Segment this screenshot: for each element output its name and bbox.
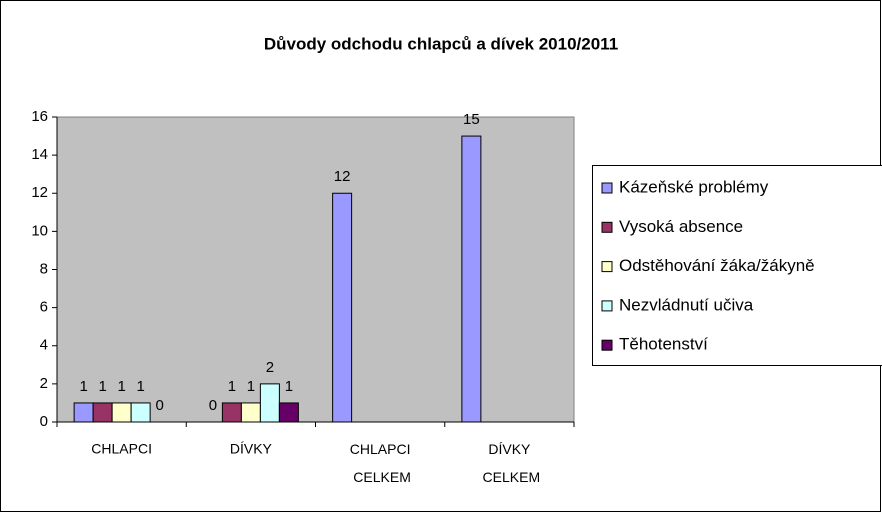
y-tick-label: 14	[31, 146, 48, 163]
y-tick-label: 0	[40, 413, 48, 430]
value-label: 12	[334, 168, 351, 185]
value-label: 1	[79, 378, 87, 395]
value-label: 1	[117, 378, 125, 395]
value-label: 0	[155, 397, 163, 414]
value-label: 2	[266, 359, 274, 376]
value-label: 1	[228, 378, 236, 395]
legend-label: Kázeňské problémy	[619, 177, 769, 196]
legend-label: Nezvládnutí učiva	[619, 295, 754, 314]
chart-title: Důvody odchodu chlapců a dívek 2010/2011	[264, 34, 618, 53]
value-label: 1	[98, 378, 106, 395]
legend-swatch	[601, 339, 613, 351]
legend-label: Odstěhování žáka/žákyně	[619, 256, 815, 275]
value-label: 1	[285, 378, 293, 395]
legend-swatch	[601, 221, 613, 233]
plot-area	[56, 116, 575, 423]
bar	[461, 135, 482, 423]
x-tick-label: DÍVKY	[230, 441, 273, 457]
y-tick-label: 10	[31, 222, 48, 239]
y-tick-label: 16	[31, 108, 48, 125]
bar	[130, 402, 151, 423]
bar	[111, 402, 132, 423]
bar	[259, 383, 280, 423]
legend-box	[592, 165, 882, 366]
value-label: 1	[247, 378, 255, 395]
bar	[332, 192, 353, 423]
value-label: 1	[136, 378, 144, 395]
value-label: 0	[209, 397, 217, 414]
legend-swatch	[601, 261, 613, 273]
x-tick-label: CHLAPCI CELKEM	[349, 441, 410, 485]
bar	[92, 402, 113, 423]
x-tick-label: DÍVKY CELKEM	[479, 441, 540, 485]
bar	[278, 402, 299, 423]
bar	[240, 402, 261, 423]
legend-label: Vysoká absence	[619, 217, 743, 236]
legend-label: Těhotenství	[619, 335, 708, 354]
value-label: 15	[463, 111, 480, 128]
x-tick-label: CHLAPCI	[91, 441, 152, 457]
y-tick-label: 8	[40, 260, 48, 277]
legend-swatch	[601, 300, 613, 312]
y-tick-label: 6	[40, 299, 48, 316]
bar	[73, 402, 94, 423]
legend-swatch	[601, 182, 613, 194]
y-tick-label: 2	[40, 375, 48, 392]
bar	[221, 402, 242, 423]
y-tick-label: 12	[31, 184, 48, 201]
y-tick-label: 4	[40, 337, 48, 354]
